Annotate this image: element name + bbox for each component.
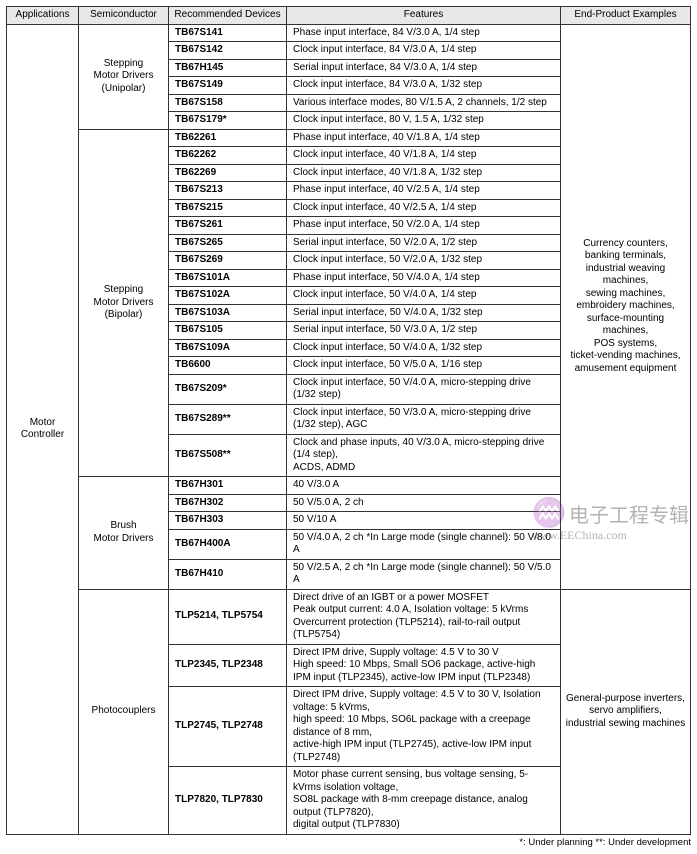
feature-cell: 50 V/2.5 A, 2 ch *In Large mode (single … [287, 559, 561, 589]
device-cell: TB67H400A [169, 529, 287, 559]
device-cell: TB67S209* [169, 374, 287, 404]
header-row: Applications Semiconductor Recommended D… [7, 7, 691, 25]
device-cell: TB67S269 [169, 252, 287, 270]
feature-cell: Clock input interface, 50 V/4.0 A, 1/32 … [287, 339, 561, 357]
device-cell: TB62262 [169, 147, 287, 165]
feature-cell: Clock input interface, 40 V/1.8 A, 1/32 … [287, 164, 561, 182]
header-features: Features [287, 7, 561, 25]
device-cell: TB67S179* [169, 112, 287, 130]
feature-cell: 50 V/10 A [287, 512, 561, 530]
device-cell: TB67S102A [169, 287, 287, 305]
feature-cell: Direct drive of an IGBT or a power MOSFE… [287, 589, 561, 644]
device-cell: TB67H410 [169, 559, 287, 589]
footnote: *: Under planning **: Under development [6, 835, 691, 848]
end-products-top: Currency counters,banking terminals,indu… [561, 24, 691, 589]
header-devices: Recommended Devices [169, 7, 287, 25]
feature-cell: Clock input interface, 50 V/2.0 A, 1/32 … [287, 252, 561, 270]
feature-cell: Clock input interface, 40 V/1.8 A, 1/4 s… [287, 147, 561, 165]
device-cell: TB67H301 [169, 477, 287, 495]
feature-cell: Phase input interface, 84 V/3.0 A, 1/4 s… [287, 24, 561, 42]
feature-cell: Clock input interface, 50 V/5.0 A, 1/16 … [287, 357, 561, 375]
device-cell: TB67H302 [169, 494, 287, 512]
feature-cell: 50 V/4.0 A, 2 ch *In Large mode (single … [287, 529, 561, 559]
device-cell: TB67S158 [169, 94, 287, 112]
device-cell: TB67S215 [169, 199, 287, 217]
device-cell: TB62269 [169, 164, 287, 182]
table-row: PhotocouplersTLP5214, TLP5754Direct driv… [7, 589, 691, 644]
device-cell: TB67S105 [169, 322, 287, 340]
header-end-products: End-Product Examples [561, 7, 691, 25]
device-cell: TB67S141 [169, 24, 287, 42]
feature-cell: Serial input interface, 50 V/2.0 A, 1/2 … [287, 234, 561, 252]
feature-cell: Serial input interface, 84 V/3.0 A, 1/4 … [287, 59, 561, 77]
feature-cell: Phase input interface, 40 V/1.8 A, 1/4 s… [287, 129, 561, 147]
feature-cell: Clock input interface, 50 V/3.0 A, micro… [287, 404, 561, 434]
feature-cell: Clock input interface, 40 V/2.5 A, 1/4 s… [287, 199, 561, 217]
device-cell: TB67S265 [169, 234, 287, 252]
feature-cell: Direct IPM drive, Supply voltage: 4.5 V … [287, 687, 561, 767]
feature-cell: Phase input interface, 50 V/4.0 A, 1/4 s… [287, 269, 561, 287]
applications-cell: Motor Controller [7, 24, 79, 834]
feature-cell: Serial input interface, 50 V/4.0 A, 1/32… [287, 304, 561, 322]
device-cell: TB67S508** [169, 434, 287, 477]
end-products-bottom: General-purpose inverters,servo amplifie… [561, 589, 691, 834]
device-cell: TB62261 [169, 129, 287, 147]
device-cell: TB67S103A [169, 304, 287, 322]
feature-cell: 50 V/5.0 A, 2 ch [287, 494, 561, 512]
feature-cell: Phase input interface, 50 V/2.0 A, 1/4 s… [287, 217, 561, 235]
semiconductor-photocouplers: Photocouplers [79, 589, 169, 834]
device-cell: TB67S261 [169, 217, 287, 235]
feature-cell: Direct IPM drive, Supply voltage: 4.5 V … [287, 644, 561, 687]
semiconductor-unipolar: SteppingMotor Drivers(Unipolar) [79, 24, 169, 129]
device-cell: TB67S101A [169, 269, 287, 287]
header-applications: Applications [7, 7, 79, 25]
feature-cell: Clock input interface, 80 V, 1.5 A, 1/32… [287, 112, 561, 130]
device-table: Applications Semiconductor Recommended D… [6, 6, 691, 835]
feature-cell: Clock input interface, 50 V/4.0 A, micro… [287, 374, 561, 404]
device-cell: TB67H145 [169, 59, 287, 77]
feature-cell: Clock input interface, 84 V/3.0 A, 1/32 … [287, 77, 561, 95]
device-cell: TB67S213 [169, 182, 287, 200]
device-cell: TB67H303 [169, 512, 287, 530]
device-cell: TB67S142 [169, 42, 287, 60]
feature-cell: Various interface modes, 80 V/1.5 A, 2 c… [287, 94, 561, 112]
feature-cell: Clock and phase inputs, 40 V/3.0 A, micr… [287, 434, 561, 477]
table-row: Motor ControllerSteppingMotor Drivers(Un… [7, 24, 691, 42]
device-cell: TLP2345, TLP2348 [169, 644, 287, 687]
device-cell: TB6600 [169, 357, 287, 375]
feature-cell: Clock input interface, 50 V/4.0 A, 1/4 s… [287, 287, 561, 305]
device-cell: TB67S289** [169, 404, 287, 434]
device-cell: TLP2745, TLP2748 [169, 687, 287, 767]
feature-cell: Serial input interface, 50 V/3.0 A, 1/2 … [287, 322, 561, 340]
device-cell: TB67S109A [169, 339, 287, 357]
header-semiconductor: Semiconductor [79, 7, 169, 25]
device-cell: TB67S149 [169, 77, 287, 95]
device-cell: TLP5214, TLP5754 [169, 589, 287, 644]
feature-cell: Phase input interface, 40 V/2.5 A, 1/4 s… [287, 182, 561, 200]
semiconductor-brush: BrushMotor Drivers [79, 477, 169, 590]
semiconductor-bipolar: SteppingMotor Drivers(Bipolar) [79, 129, 169, 477]
feature-cell: Clock input interface, 84 V/3.0 A, 1/4 s… [287, 42, 561, 60]
device-cell: TLP7820, TLP7830 [169, 767, 287, 835]
feature-cell: Motor phase current sensing, bus voltage… [287, 767, 561, 835]
feature-cell: 40 V/3.0 A [287, 477, 561, 495]
